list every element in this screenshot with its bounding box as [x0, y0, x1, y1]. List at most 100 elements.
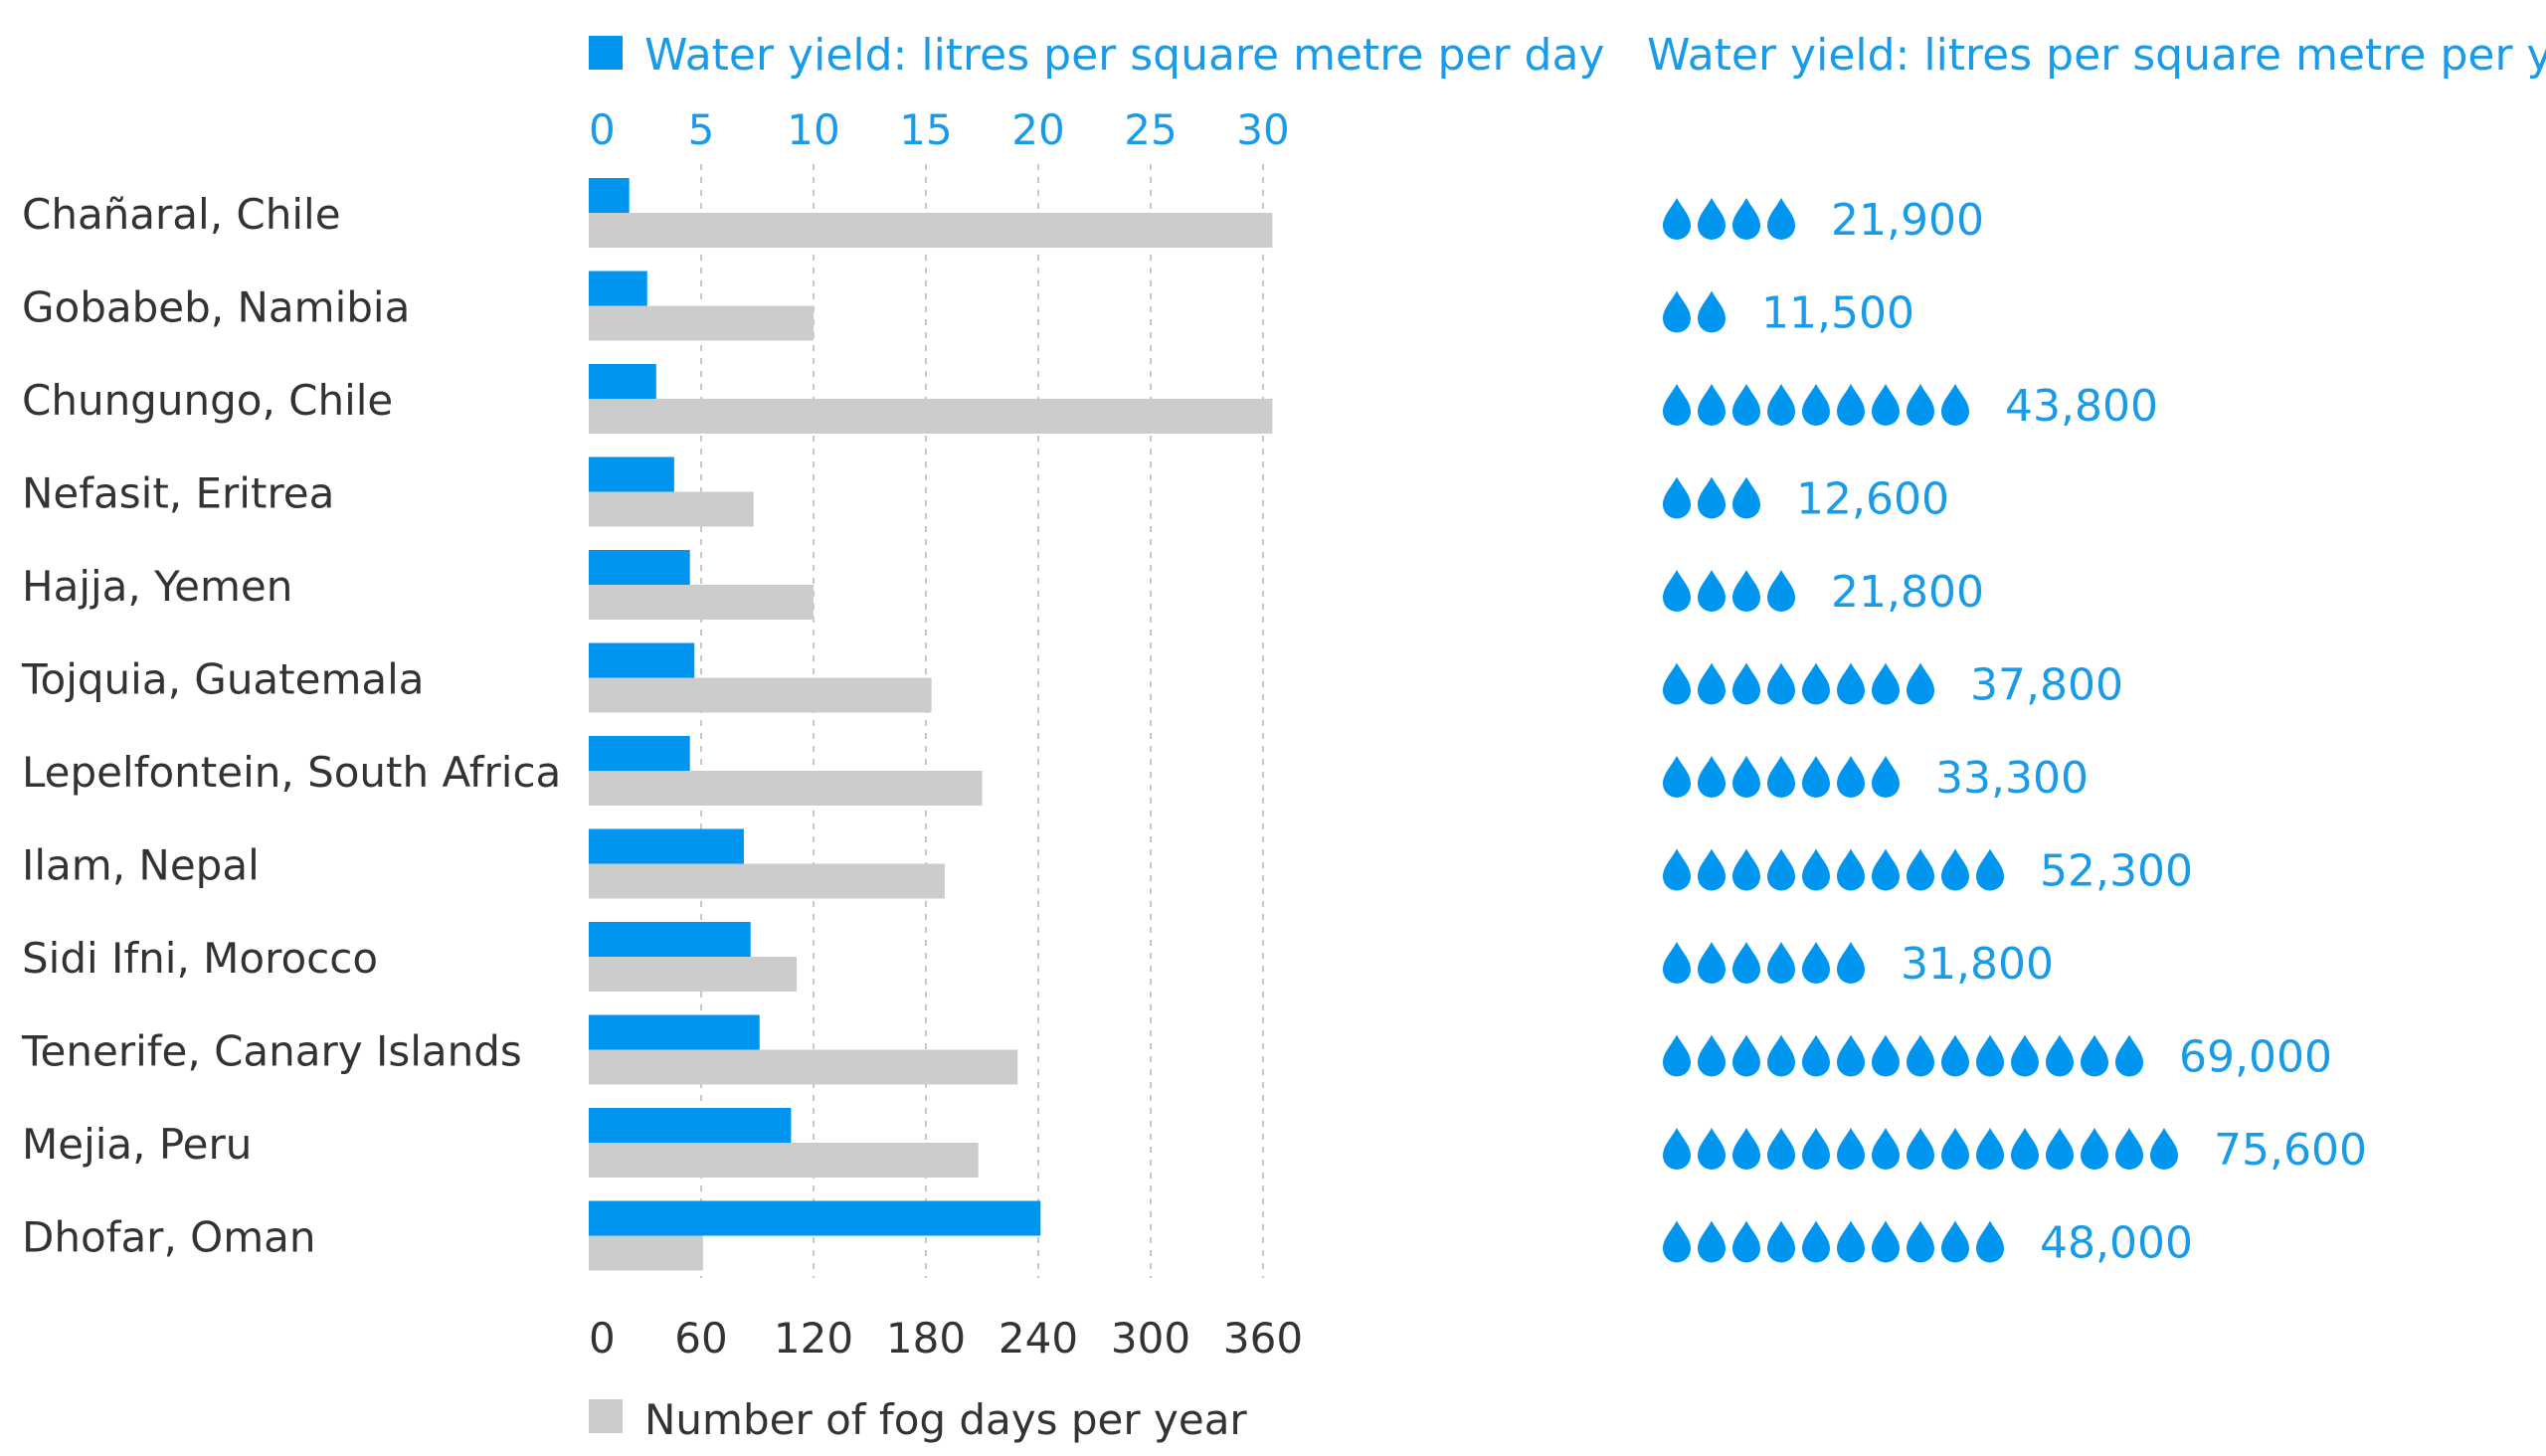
drop-rows: 21,900 11,500 43,800 12,600 21,800 37,800 33,3…: [1663, 195, 2367, 1269]
legend-label-water-yield: Water yield: litres per square metre per…: [644, 30, 1605, 81]
water-drop-icon: [1663, 942, 1691, 984]
water-drop-icon: [1732, 1220, 1760, 1263]
water-drop-icon: [1976, 1128, 2004, 1170]
water-drop-icon: [1698, 662, 1726, 705]
bottom-axis-tick-label: 180: [886, 1314, 966, 1363]
water-drop-icon: [1872, 756, 1900, 798]
bar-fog-days: [589, 957, 798, 992]
drop-row: 52,300: [1663, 846, 2193, 897]
water-drop-icon: [1907, 1220, 1934, 1263]
water-drop-icon: [2150, 1128, 2178, 1170]
bar-water-yield: [589, 456, 674, 492]
water-drop-icon: [1872, 662, 1900, 705]
top-axis-tick-label: 15: [899, 105, 952, 154]
annual-yield-label: 12,600: [1796, 474, 1949, 525]
bar-water-yield: [589, 922, 751, 957]
bottom-axis-tick-label: 360: [1223, 1314, 1303, 1363]
drop-row: 21,800: [1663, 567, 1984, 618]
water-drop-icon: [1698, 756, 1726, 798]
bottom-axis-tick-label: 240: [999, 1314, 1078, 1363]
category-label: Nefasit, Eritrea: [22, 469, 334, 518]
water-drop-icon: [1802, 384, 1830, 426]
bottom-axis-tick-label: 60: [674, 1314, 727, 1363]
bars: [589, 178, 1273, 1271]
water-drop-icon: [1732, 848, 1760, 891]
right-panel-title: Water yield: litres per square metre per…: [1647, 30, 2546, 81]
water-drop-icon: [1837, 756, 1865, 798]
water-drop-icon: [1663, 570, 1691, 612]
category-label: Gobabeb, Namibia: [22, 283, 410, 332]
water-drop-icon: [1732, 384, 1760, 426]
water-drop-icon: [1663, 476, 1691, 519]
water-drop-icon: [1872, 384, 1900, 426]
annual-yield-label: 48,000: [2040, 1218, 2193, 1269]
water-drop-icon: [1907, 848, 1934, 891]
water-drop-icon: [1663, 1220, 1691, 1263]
water-drop-icon: [1767, 848, 1795, 891]
water-drop-icon: [1802, 1128, 1830, 1170]
category-labels: Chañaral, Chile Gobabeb, Namibia Chungungo…: [21, 190, 561, 1262]
water-drop-icon: [1907, 384, 1934, 426]
water-drop-icon: [1732, 662, 1760, 705]
water-drop-icon: [1976, 1220, 2004, 1263]
legend-label-fog-days: Number of fog days per year: [644, 1395, 1247, 1444]
water-drop-icon: [1941, 384, 1969, 426]
annual-yield-label: 37,800: [1970, 660, 2123, 711]
annual-yield-label: 43,800: [2005, 381, 2158, 432]
water-drop-icon: [1837, 1034, 1865, 1077]
drop-row: 33,300: [1663, 753, 2089, 804]
water-drop-icon: [1837, 1128, 1865, 1170]
bar-fog-days: [589, 213, 1273, 248]
category-label: Lepelfontein, South Africa: [22, 748, 561, 797]
water-drop-icon: [1837, 1220, 1865, 1263]
top-axis-tick-label: 5: [688, 105, 715, 154]
bar-fog-days: [589, 863, 945, 899]
bottom-axis-tick-label: 120: [774, 1314, 853, 1363]
bar-water-yield: [589, 1200, 1041, 1236]
water-drop-icon: [1732, 942, 1760, 984]
annual-yield-label: 75,600: [2214, 1125, 2367, 1176]
annual-yield-label: 52,300: [2040, 846, 2193, 897]
water-drop-icon: [1663, 198, 1691, 240]
category-label: Dhofar, Oman: [22, 1213, 315, 1262]
legend: Water yield: litres per square metre per…: [589, 30, 2546, 1444]
bar-water-yield: [589, 178, 630, 213]
bar-water-yield: [589, 736, 690, 771]
water-drop-icon: [1732, 1128, 1760, 1170]
grid-lines: [700, 164, 1264, 1278]
water-drop-icon: [1941, 848, 1969, 891]
bar-fog-days: [589, 771, 983, 806]
top-axis: 0 5 10 15 20 25 30: [589, 105, 1290, 154]
water-drop-icon: [2046, 1034, 2074, 1077]
top-axis-tick-label: 10: [787, 105, 839, 154]
water-drop-icon: [1767, 662, 1795, 705]
annual-yield-label: 21,900: [1831, 195, 1984, 246]
category-label: Mejia, Peru: [22, 1120, 252, 1169]
water-drop-icon: [1663, 290, 1691, 333]
top-axis-tick-label: 25: [1124, 105, 1177, 154]
top-axis-tick-label: 0: [589, 105, 616, 154]
water-drop-icon: [1698, 570, 1726, 612]
legend-swatch-water-yield: [589, 36, 623, 70]
category-label: Chungungo, Chile: [22, 376, 393, 425]
water-drop-icon: [1663, 848, 1691, 891]
water-drop-icon: [1837, 942, 1865, 984]
water-drop-icon: [1732, 570, 1760, 612]
water-drop-icon: [1907, 1034, 1934, 1077]
top-axis-tick-label: 20: [1011, 105, 1064, 154]
bar-water-yield: [589, 1014, 760, 1050]
water-drop-icon: [2046, 1128, 2074, 1170]
bar-water-yield: [589, 828, 744, 864]
water-drop-icon: [1698, 1034, 1726, 1077]
water-drop-icon: [1767, 570, 1795, 612]
water-drop-icon: [2011, 1128, 2039, 1170]
annual-yield-label: 21,800: [1831, 567, 1984, 618]
water-drop-icon: [1698, 942, 1726, 984]
drop-row: 12,600: [1663, 474, 1949, 525]
annual-yield-label: 31,800: [1901, 939, 2054, 990]
water-drop-icon: [1698, 476, 1726, 519]
bar-fog-days: [589, 1143, 979, 1178]
drop-row: 21,900: [1663, 195, 1984, 246]
water-drop-icon: [1698, 848, 1726, 891]
